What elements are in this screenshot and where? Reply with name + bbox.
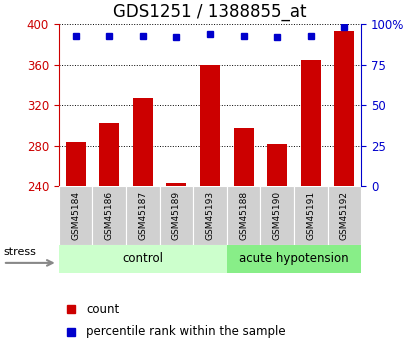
Bar	[294, 186, 328, 245]
Text: GSM45187: GSM45187	[138, 191, 147, 240]
Text: GSM45186: GSM45186	[105, 191, 114, 240]
Bar	[328, 186, 361, 245]
Bar	[193, 186, 227, 245]
Bar	[126, 186, 160, 245]
Text: GSM45188: GSM45188	[239, 191, 248, 240]
Text: GSM45191: GSM45191	[306, 191, 315, 240]
Bar	[92, 186, 126, 245]
Bar	[267, 144, 287, 186]
Text: GSM45189: GSM45189	[172, 191, 181, 240]
Bar	[227, 186, 260, 245]
Bar	[234, 128, 254, 186]
Bar	[200, 65, 220, 186]
Bar	[160, 186, 193, 245]
Bar	[166, 183, 186, 186]
Text: control: control	[122, 252, 163, 265]
Text: GSM45193: GSM45193	[205, 191, 215, 240]
Text: GSM45192: GSM45192	[340, 191, 349, 240]
Bar	[133, 98, 153, 186]
Bar	[227, 245, 361, 273]
Bar	[260, 186, 294, 245]
Bar	[59, 186, 92, 245]
Text: stress: stress	[3, 247, 36, 257]
Bar	[66, 142, 86, 186]
Text: percentile rank within the sample: percentile rank within the sample	[86, 325, 286, 338]
Bar	[59, 245, 227, 273]
Bar	[301, 60, 321, 186]
Bar	[99, 124, 119, 186]
Text: count: count	[86, 303, 119, 316]
Text: GSM45190: GSM45190	[273, 191, 282, 240]
Bar	[334, 31, 354, 186]
Text: GSM45184: GSM45184	[71, 191, 80, 240]
Text: acute hypotension: acute hypotension	[239, 252, 349, 265]
Title: GDS1251 / 1388855_at: GDS1251 / 1388855_at	[113, 3, 307, 21]
